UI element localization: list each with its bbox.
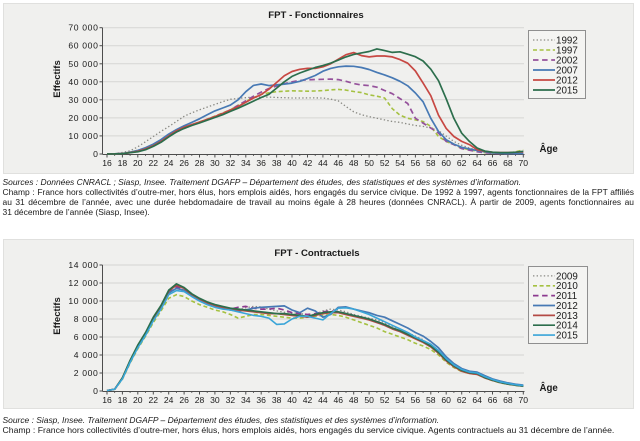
svg-text:2011: 2011 [556,291,577,302]
svg-text:26: 26 [179,158,189,168]
svg-text:48: 48 [349,158,359,168]
svg-text:40 000: 40 000 [68,77,98,87]
svg-text:70: 70 [519,395,529,405]
svg-text:60: 60 [441,395,451,405]
svg-text:58: 58 [426,395,436,405]
svg-text:46: 46 [334,395,344,405]
svg-text:32: 32 [226,158,236,168]
svg-text:Âge: Âge [540,382,559,394]
svg-text:48: 48 [349,395,359,405]
svg-text:64: 64 [472,158,482,168]
svg-text:2012: 2012 [556,301,578,312]
svg-text:2015: 2015 [556,85,578,96]
svg-text:18: 18 [118,158,128,168]
svg-text:36: 36 [256,395,266,405]
svg-text:24: 24 [164,158,174,168]
svg-text:FPT - Contractuels: FPT - Contractuels [274,248,359,259]
svg-text:28: 28 [195,158,205,168]
svg-text:30: 30 [210,158,220,168]
svg-text:68: 68 [503,158,513,168]
svg-text:22: 22 [149,395,159,405]
svg-text:10 000: 10 000 [68,131,98,141]
svg-text:46: 46 [334,158,344,168]
svg-text:2010: 2010 [556,281,578,292]
svg-text:2007: 2007 [556,65,578,76]
svg-text:58: 58 [426,158,436,168]
svg-text:54: 54 [395,395,405,405]
svg-text:2002: 2002 [556,55,578,66]
svg-text:56: 56 [411,158,421,168]
svg-text:36: 36 [256,158,266,168]
svg-text:Effectifs: Effectifs [52,297,63,334]
svg-text:6 000: 6 000 [74,332,99,342]
svg-text:2013: 2013 [556,311,578,322]
svg-text:40: 40 [287,395,297,405]
svg-text:20 000: 20 000 [68,113,98,123]
svg-text:60: 60 [441,158,451,168]
svg-text:44: 44 [318,395,328,405]
svg-text:50 000: 50 000 [68,59,98,69]
svg-text:14 000: 14 000 [68,260,98,270]
svg-text:30: 30 [210,395,220,405]
svg-text:Âge: Âge [540,143,559,155]
svg-text:20: 20 [133,158,143,168]
svg-text:26: 26 [179,395,189,405]
svg-text:18: 18 [118,395,128,405]
svg-text:Effectifs: Effectifs [52,60,63,97]
svg-text:30 000: 30 000 [68,95,98,105]
svg-text:22: 22 [149,158,159,168]
svg-text:52: 52 [380,395,390,405]
svg-text:34: 34 [241,395,251,405]
svg-text:60 000: 60 000 [68,41,98,51]
svg-text:2014: 2014 [556,321,578,332]
svg-text:16: 16 [102,395,112,405]
svg-text:42: 42 [303,158,313,168]
svg-text:66: 66 [488,395,498,405]
svg-text:62: 62 [457,395,467,405]
svg-text:42: 42 [303,395,313,405]
svg-text:24: 24 [164,395,174,405]
svg-text:70 000: 70 000 [68,23,98,33]
svg-text:50: 50 [364,395,374,405]
svg-text:2 000: 2 000 [74,368,99,378]
svg-text:38: 38 [272,158,282,168]
svg-text:50: 50 [364,158,374,168]
svg-text:64: 64 [472,395,482,405]
svg-text:32: 32 [226,395,236,405]
svg-text:28: 28 [195,395,205,405]
svg-text:0: 0 [93,149,98,159]
svg-text:10 000: 10 000 [68,296,98,306]
svg-text:44: 44 [318,158,328,168]
svg-text:FPT - Fonctionnaires: FPT - Fonctionnaires [268,10,363,21]
svg-text:56: 56 [411,395,421,405]
svg-text:0: 0 [93,386,98,396]
svg-text:54: 54 [395,158,405,168]
svg-text:68: 68 [503,395,513,405]
svg-text:16: 16 [102,158,112,168]
svg-text:2012: 2012 [556,75,578,86]
svg-text:38: 38 [272,395,282,405]
svg-text:66: 66 [488,158,498,168]
svg-text:1992: 1992 [556,35,578,46]
svg-text:70: 70 [519,158,529,168]
svg-text:12 000: 12 000 [68,278,98,288]
svg-text:4 000: 4 000 [74,350,99,360]
svg-text:52: 52 [380,158,390,168]
svg-text:1997: 1997 [556,45,578,56]
svg-text:8 000: 8 000 [74,314,99,324]
svg-text:40: 40 [287,158,297,168]
svg-text:2009: 2009 [556,271,578,282]
svg-text:62: 62 [457,158,467,168]
svg-text:2015: 2015 [556,331,578,342]
svg-text:20: 20 [133,395,143,405]
svg-text:34: 34 [241,158,251,168]
